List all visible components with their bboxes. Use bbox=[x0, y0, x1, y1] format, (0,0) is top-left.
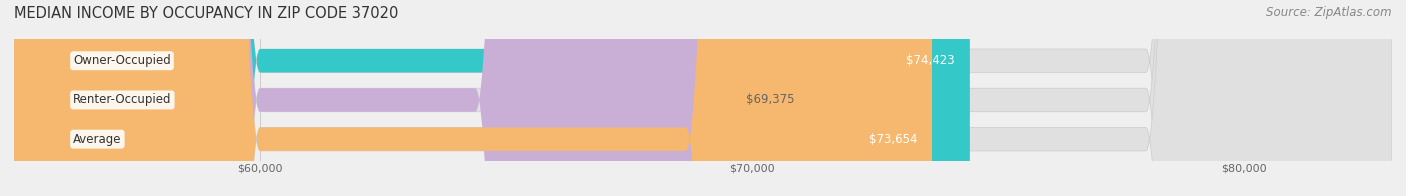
Text: $73,654: $73,654 bbox=[869, 133, 917, 146]
FancyBboxPatch shape bbox=[14, 0, 970, 196]
Text: Source: ZipAtlas.com: Source: ZipAtlas.com bbox=[1267, 6, 1392, 19]
FancyBboxPatch shape bbox=[14, 0, 932, 196]
Text: $69,375: $69,375 bbox=[747, 93, 794, 106]
Text: Average: Average bbox=[73, 133, 121, 146]
Text: $74,423: $74,423 bbox=[907, 54, 955, 67]
FancyBboxPatch shape bbox=[14, 0, 721, 196]
FancyBboxPatch shape bbox=[14, 0, 1392, 196]
FancyBboxPatch shape bbox=[14, 0, 1392, 196]
Text: Renter-Occupied: Renter-Occupied bbox=[73, 93, 172, 106]
FancyBboxPatch shape bbox=[14, 0, 1392, 196]
Text: Owner-Occupied: Owner-Occupied bbox=[73, 54, 172, 67]
Text: MEDIAN INCOME BY OCCUPANCY IN ZIP CODE 37020: MEDIAN INCOME BY OCCUPANCY IN ZIP CODE 3… bbox=[14, 6, 398, 21]
